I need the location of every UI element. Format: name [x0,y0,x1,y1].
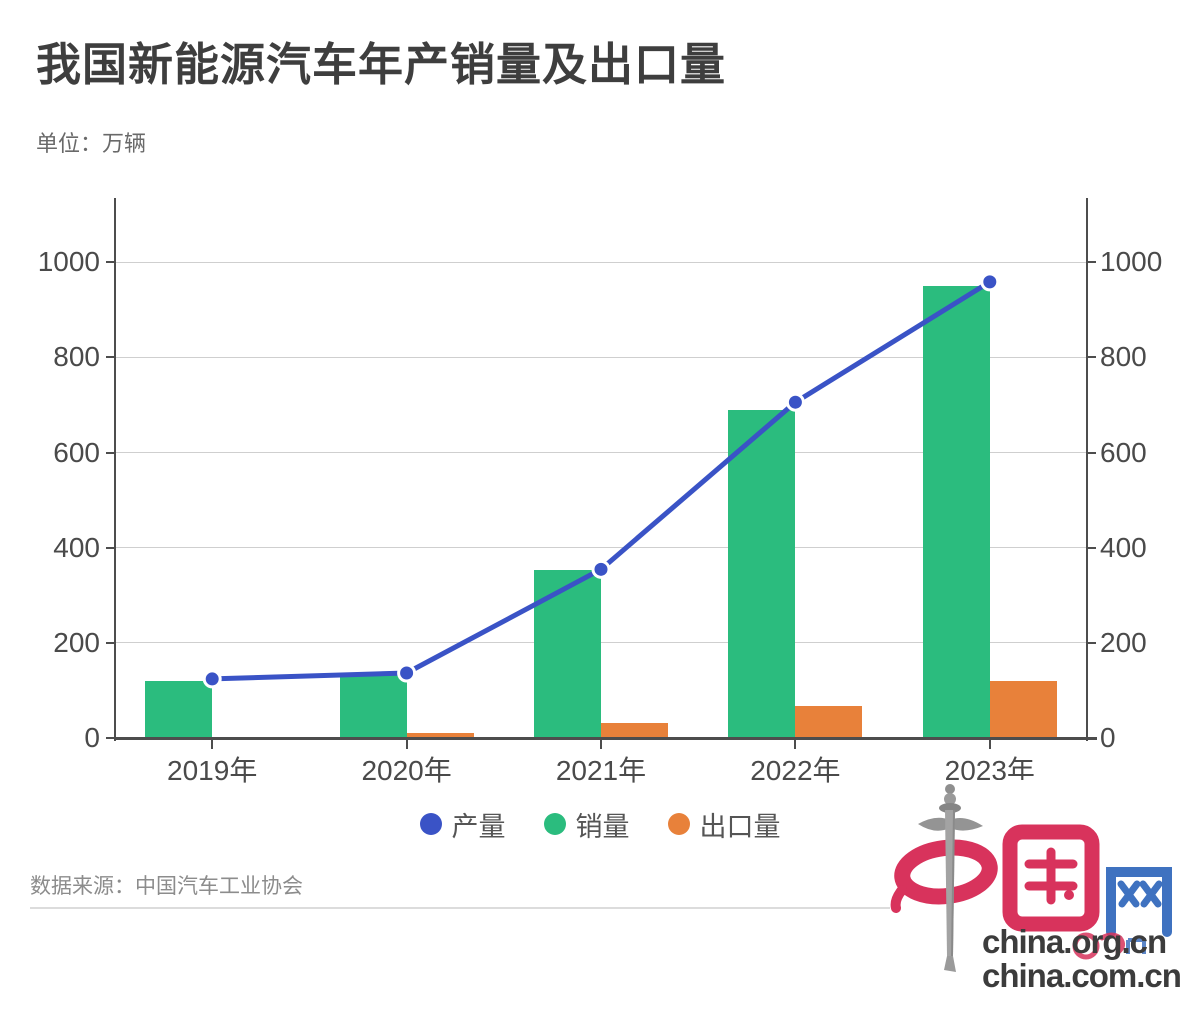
left-axis-tick [106,737,115,739]
logo-wang-glyph [1106,867,1172,937]
sales-bar [922,286,990,738]
sales-bar [145,680,213,738]
y-gridline [115,261,1087,263]
huabiao-pillar-icon [918,784,983,972]
x-axis-tick [600,740,602,749]
left-axis-tick-label: 200 [53,626,100,658]
logo-domain-org: china.org.cn [982,923,1166,960]
legend-swatch-icon [419,813,442,835]
legend-label: 销量 [575,811,630,842]
right-axis-tick-label: 200 [1100,626,1147,658]
logo-watermark [1072,932,1146,960]
legend-label: 出口量 [699,811,781,842]
x-axis-tick [405,740,408,749]
china-net-logo-graphic: china.org.cn china.com.cn [890,784,1182,994]
right-axis-tick-label: 800 [1100,341,1147,373]
x-axis-tick [211,740,214,749]
x-axis [114,737,1097,740]
legend-item-sales[interactable]: 销量 [543,805,630,844]
sales-bar [728,410,796,738]
x-axis-tick [794,740,797,749]
logo-zhong-glyph [890,839,998,913]
legend-label: 产量 [451,811,506,842]
left-axis-tick-label: 0 [84,722,100,753]
left-axis-tick-label: 1000 [37,246,100,278]
unit-label: 单位：万辆 [36,131,147,156]
left-axis-tick-label: 600 [53,436,100,468]
x-axis-category-label: 2021年 [555,755,647,786]
left-axis-tick [106,451,115,454]
left-axis-tick [106,261,115,264]
right-axis-tick [1087,641,1096,644]
left-axis-tick-label: 400 [53,531,100,563]
right-axis-tick-label: 1000 [1100,246,1163,278]
legend-item-export[interactable]: 出口量 [667,805,781,844]
export-bar [795,705,863,738]
export-bar [601,723,668,738]
left-y-axis [114,198,116,741]
right-axis-tick [1087,261,1096,264]
left-axis-tick [106,356,115,359]
right-axis-tick [1087,356,1096,359]
legend-item-production[interactable]: 产量 [419,805,506,844]
left-axis-tick [106,641,115,644]
production-line [212,279,992,682]
page-title: 我国新能源汽车年产销量及出口量 [36,39,727,90]
legend-swatch-icon [543,813,566,835]
legend-swatch-icon [667,813,690,835]
x-axis-category-label: 2019年 [167,755,258,786]
x-axis-category-label: 2022年 [750,755,841,786]
logo-domain-com: china.com.cn [982,957,1181,994]
data-source-label: 数据来源：中国汽车工业协会 [30,875,303,898]
left-axis-tick [106,546,115,549]
right-axis-tick [1087,546,1096,549]
x-axis-category-label: 2020年 [361,755,452,786]
export-bar [406,733,474,738]
right-axis-tick-label: 400 [1100,531,1147,563]
footer-divider [30,907,1170,909]
right-axis-tick-label: 0 [1100,722,1116,753]
chart-legend: 产量 销量 出口量 [0,804,1200,844]
right-axis-tick [1087,451,1096,454]
right-axis-tick-label: 600 [1100,436,1147,468]
export-bar [989,680,1057,738]
x-axis-tick [988,740,991,749]
logo-guo-glyph [1002,824,1100,932]
right-y-axis [1086,198,1088,741]
sales-bar [534,570,601,738]
china-net-logo: china.org.cn china.com.cn [890,780,1200,1010]
left-axis-tick-label: 800 [53,341,100,373]
sales-bar [339,672,407,738]
production-line-point [785,392,805,412]
